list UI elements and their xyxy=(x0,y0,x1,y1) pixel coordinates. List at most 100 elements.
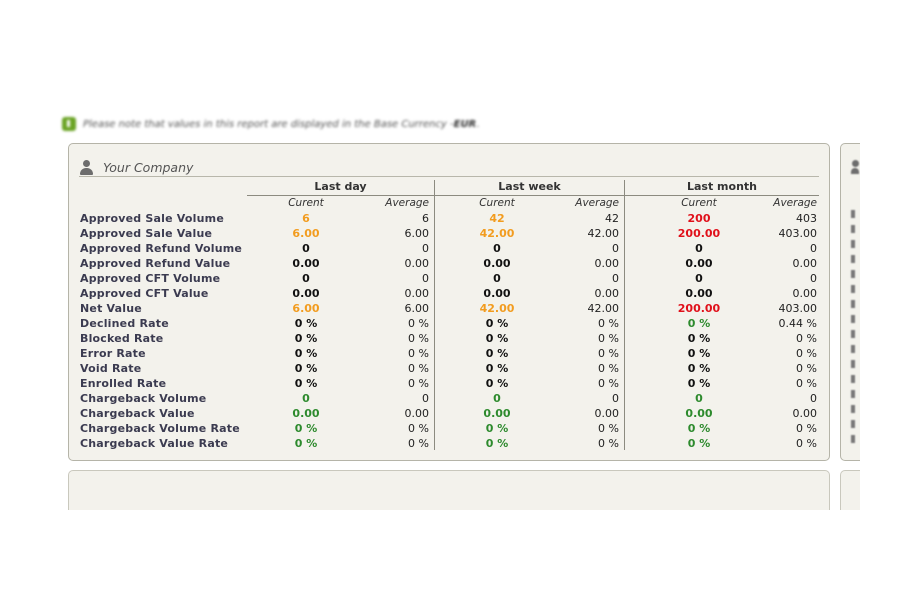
user-icon xyxy=(851,160,859,174)
average-value: 0.44 % xyxy=(778,317,817,330)
average-value: 0.00 xyxy=(594,287,620,300)
metric-label: Blocked Rate xyxy=(80,332,164,345)
current-value: 0 % xyxy=(687,377,711,390)
average-value: 403.00 xyxy=(778,227,818,240)
notice-text: Please note that values in this report a… xyxy=(83,118,454,130)
current-value: 0 % xyxy=(687,347,711,360)
table-row: Approved Refund Volume 0 0 0 0 0 0 xyxy=(69,241,829,256)
current-value: 0 % xyxy=(485,422,509,435)
info-icon xyxy=(62,117,76,131)
truncated-label-mark xyxy=(851,345,855,353)
metric-label: Enrolled Rate xyxy=(80,377,167,390)
average-value: 0 % xyxy=(408,332,429,345)
truncated-label-mark xyxy=(851,270,855,278)
average-value: 0.00 xyxy=(792,287,818,300)
average-value: 0 xyxy=(810,242,817,255)
metric-label: Approved Sale Value xyxy=(80,227,213,240)
truncated-label-mark xyxy=(851,405,855,413)
average-value: 0 xyxy=(422,242,429,255)
current-value: 0 xyxy=(695,392,703,405)
truncated-label-mark xyxy=(851,360,855,368)
table-row: Error Rate 0 % 0 % 0 % 0 % 0 % 0 % xyxy=(69,346,829,361)
average-value: 0 % xyxy=(408,347,429,360)
truncated-label-mark xyxy=(851,255,855,263)
average-value: 0 xyxy=(422,272,429,285)
period-header-last-month: Last month xyxy=(686,180,757,193)
current-value: 0 % xyxy=(485,437,509,450)
notice-currency: EUR xyxy=(453,118,477,130)
average-value: 0 % xyxy=(598,347,619,360)
average-value: 0 % xyxy=(408,317,429,330)
average-value: 0 % xyxy=(796,332,817,345)
current-value: 0 % xyxy=(687,362,711,375)
next-panel xyxy=(68,470,830,510)
panel-title: Your Company xyxy=(103,159,194,175)
current-value: 0 % xyxy=(687,422,711,435)
current-value: 6.00 xyxy=(292,227,320,240)
current-value: 42.00 xyxy=(479,227,515,240)
current-value: 0 % xyxy=(294,332,318,345)
current-value: 200.00 xyxy=(677,227,721,240)
current-value: 0.00 xyxy=(685,257,713,270)
current-value: 0.00 xyxy=(685,287,713,300)
table-row: Approved Sale Volume 6 6 42 42 200 403 xyxy=(69,211,829,226)
current-value: 0 % xyxy=(294,347,318,360)
current-value: 42.00 xyxy=(479,302,515,315)
column-separator xyxy=(624,180,625,450)
table-row: Approved CFT Value 0.00 0.00 0.00 0.00 0.00 0.… xyxy=(69,286,829,301)
table-row: Chargeback Value 0.00 0.00 0.00 0.00 0.00 0.00 xyxy=(69,406,829,421)
current-value: 0 % xyxy=(687,317,711,330)
average-value: 42 xyxy=(605,212,619,225)
average-value: 0 % xyxy=(408,377,429,390)
truncated-label-mark xyxy=(851,435,855,443)
current-value: 0.00 xyxy=(292,257,320,270)
truncated-label-mark xyxy=(851,330,855,338)
average-value: 0.00 xyxy=(594,257,620,270)
period-header-divider xyxy=(247,195,819,196)
average-value: 0 % xyxy=(598,437,619,450)
truncated-label-mark xyxy=(851,225,855,233)
current-value: 0.00 xyxy=(483,407,511,420)
current-value: 0 xyxy=(695,272,703,285)
adjacent-panel xyxy=(840,143,860,461)
metric-label: Approved Sale Volume xyxy=(80,212,224,225)
table-row: Void Rate 0 % 0 % 0 % 0 % 0 % 0 % xyxy=(69,361,829,376)
current-value: 6 xyxy=(302,212,310,225)
column-separator xyxy=(434,180,435,450)
average-value: 0 xyxy=(612,242,619,255)
current-value: 0.00 xyxy=(292,407,320,420)
panel-header: Your Company xyxy=(79,158,193,176)
subheader-current: Curent xyxy=(288,197,324,209)
average-value: 0 % xyxy=(408,422,429,435)
average-value: 0 % xyxy=(796,377,817,390)
current-value: 0 % xyxy=(687,332,711,345)
current-value: 0 % xyxy=(294,317,318,330)
subheader-average: Average xyxy=(575,197,619,209)
period-header-last-day: Last day xyxy=(314,180,367,193)
metric-label: Net Value xyxy=(80,302,142,315)
truncated-label-mark xyxy=(851,210,855,218)
truncated-label-mark xyxy=(851,300,855,308)
metric-label: Chargeback Value Rate xyxy=(80,437,229,450)
current-value: 0 % xyxy=(687,437,711,450)
average-value: 42.00 xyxy=(587,302,620,315)
average-value: 0 xyxy=(612,392,619,405)
metric-label: Approved CFT Value xyxy=(80,287,209,300)
truncated-label-mark xyxy=(851,420,855,428)
current-value: 6.00 xyxy=(292,302,320,315)
average-value: 0 xyxy=(810,272,817,285)
average-value: 0.00 xyxy=(792,257,818,270)
truncated-label-mark xyxy=(851,375,855,383)
current-value: 0 xyxy=(493,272,501,285)
table-row: Chargeback Volume Rate 0 % 0 % 0 % 0 % 0 % 0 % xyxy=(69,421,829,436)
metric-label: Chargeback Volume Rate xyxy=(80,422,240,435)
average-value: 0 xyxy=(810,392,817,405)
table-row: Approved Refund Value 0.00 0.00 0.00 0.00 0.0… xyxy=(69,256,829,271)
notice-end: . xyxy=(476,118,480,130)
average-value: 403.00 xyxy=(778,302,818,315)
metric-label: Approved CFT Volume xyxy=(80,272,221,285)
table-row: Enrolled Rate 0 % 0 % 0 % 0 % 0 % 0 % xyxy=(69,376,829,391)
subheader-average: Average xyxy=(773,197,817,209)
metric-label: Approved Refund Value xyxy=(80,257,231,270)
current-value: 0 xyxy=(493,242,501,255)
